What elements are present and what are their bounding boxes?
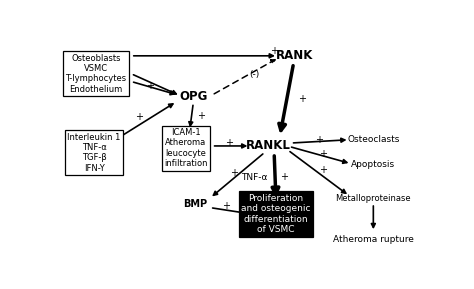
Text: RANK: RANK (276, 49, 313, 62)
Text: Proliferation
and osteogenic
differentiation
of VSMC: Proliferation and osteogenic differentia… (241, 194, 311, 234)
Text: Apoptosis: Apoptosis (351, 160, 395, 169)
Text: +: + (197, 111, 205, 121)
Text: +: + (225, 138, 233, 148)
Text: ICAM-1
Atheroma
leucocyte
infiltration: ICAM-1 Atheroma leucocyte infiltration (164, 128, 208, 168)
Text: OPG: OPG (179, 90, 208, 103)
Text: +: + (298, 94, 306, 104)
Text: +: + (230, 168, 238, 178)
Text: Osteoblasts
VSMC
T-lymphocytes
Endothelium: Osteoblasts VSMC T-lymphocytes Endotheli… (65, 53, 127, 94)
Text: Atheroma rupture: Atheroma rupture (333, 235, 414, 244)
Text: Metalloproteinase: Metalloproteinase (336, 194, 411, 203)
Text: +: + (315, 135, 323, 145)
Text: Interleukin 1
TNF-α
TGF-β
IFN-Y: Interleukin 1 TNF-α TGF-β IFN-Y (67, 133, 121, 173)
Text: +: + (222, 201, 230, 212)
Text: BMP: BMP (183, 199, 207, 209)
Text: +: + (319, 149, 327, 159)
Text: +: + (280, 172, 288, 182)
Text: Osteoclasts: Osteoclasts (347, 135, 400, 144)
Text: +: + (146, 81, 155, 91)
Text: (-): (-) (249, 70, 259, 79)
Text: +: + (319, 165, 327, 175)
Text: RANKL: RANKL (246, 140, 291, 152)
Text: TNF-α: TNF-α (241, 173, 267, 181)
Text: +: + (270, 46, 278, 56)
Text: +: + (136, 112, 143, 122)
